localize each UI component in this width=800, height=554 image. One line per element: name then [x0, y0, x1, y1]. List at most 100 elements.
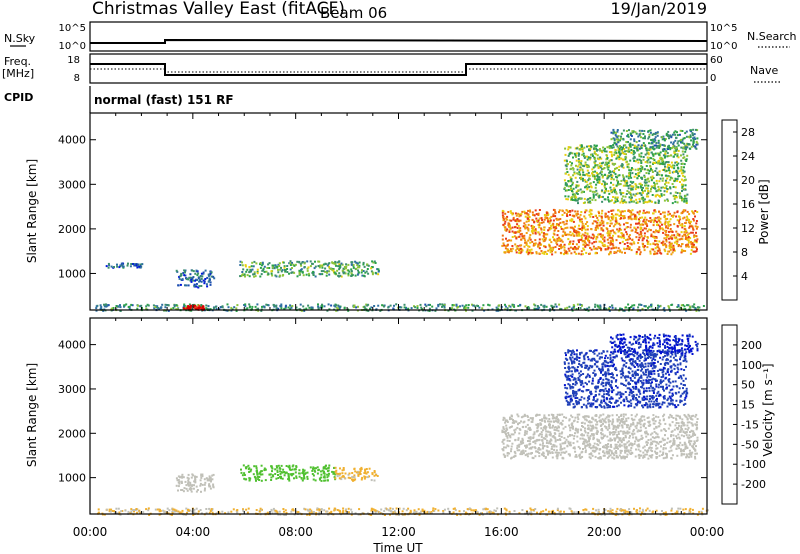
- range-cell: [556, 240, 559, 242]
- range-cell: [614, 223, 617, 226]
- range-cell: [351, 511, 353, 514]
- range-cell: [606, 232, 609, 235]
- range-cell: [642, 144, 645, 147]
- range-cell: [182, 490, 185, 493]
- range-cell: [621, 251, 623, 254]
- range-cell: [654, 136, 657, 139]
- range-cell: [639, 182, 642, 185]
- range-cell: [598, 176, 601, 179]
- range-cell: [347, 272, 350, 275]
- range-cell: [617, 141, 620, 144]
- range-cell: [370, 306, 373, 309]
- range-cell: [676, 134, 679, 137]
- power-colorbar-label: Power [dB]: [757, 179, 771, 244]
- range-cell: [680, 159, 683, 162]
- range-cell: [622, 509, 625, 512]
- range-cell: [631, 209, 634, 212]
- range-cell: [280, 476, 282, 479]
- range-cell: [577, 202, 579, 205]
- range-cell: [599, 233, 602, 236]
- range-cell: [614, 197, 617, 200]
- range-cell: [679, 218, 682, 221]
- range-cell: [625, 175, 628, 178]
- range-cell: [582, 152, 585, 155]
- range-cell: [239, 275, 242, 278]
- range-cell: [625, 180, 628, 182]
- range-cell: [576, 168, 579, 171]
- range-cell: [572, 168, 575, 171]
- range-cell: [549, 219, 552, 222]
- range-cell: [350, 508, 353, 511]
- range-cell: [540, 250, 543, 252]
- range-cell: [672, 246, 675, 249]
- range-cell: [615, 167, 618, 170]
- range-cell: [565, 159, 568, 162]
- range-cell: [517, 305, 520, 307]
- range-cell: [692, 219, 695, 222]
- range-cell: [665, 454, 668, 457]
- range-cell: [246, 511, 249, 514]
- range-cell: [592, 216, 595, 218]
- range-cell: [623, 247, 626, 250]
- range-cell: [338, 275, 340, 278]
- range-cell: [595, 171, 598, 174]
- range-cell: [278, 510, 281, 513]
- range-cell: [668, 306, 671, 309]
- range-cell: [586, 233, 589, 236]
- range-cell: [560, 225, 562, 228]
- range-cell: [629, 223, 632, 226]
- range-cell: [668, 308, 671, 311]
- range-cell: [194, 481, 197, 484]
- range-cell: [329, 511, 332, 514]
- range-cell: [652, 154, 655, 157]
- range-cell: [615, 246, 618, 249]
- range-cell: [523, 234, 526, 237]
- range-cell: [551, 426, 554, 429]
- range-cell: [549, 251, 552, 254]
- range-cell: [527, 419, 530, 422]
- range-cell: [576, 172, 579, 175]
- range-cell: [574, 194, 577, 197]
- range-cell: [658, 305, 661, 308]
- range-cell: [623, 511, 625, 514]
- range-cell: [645, 187, 648, 190]
- range-cell: [360, 466, 363, 469]
- range-cell: [663, 190, 666, 193]
- range-cell: [266, 511, 269, 514]
- range-cell: [638, 147, 641, 150]
- range-cell: [345, 508, 348, 511]
- range-cell: [636, 146, 639, 148]
- range-cell: [379, 309, 382, 312]
- range-cell: [583, 156, 586, 159]
- range-cell: [671, 234, 674, 237]
- range-cell: [455, 304, 458, 307]
- range-cell: [510, 212, 513, 214]
- range-cell: [270, 465, 273, 468]
- range-cell: [287, 475, 290, 478]
- range-cell: [505, 245, 507, 247]
- range-cell: [549, 452, 552, 455]
- range-cell: [619, 509, 622, 512]
- range-cell: [285, 512, 288, 514]
- range-cell: [673, 145, 676, 148]
- range-cell: [324, 267, 327, 270]
- range-cell: [612, 216, 615, 219]
- range-cell: [154, 508, 157, 511]
- range-cell: [524, 225, 527, 228]
- range-cell: [355, 267, 358, 270]
- range-cell: [391, 507, 394, 510]
- range-cell: [344, 509, 347, 512]
- range-cell: [555, 227, 558, 230]
- range-cell: [527, 307, 530, 310]
- range-cell: [636, 226, 639, 229]
- range-cell: [306, 508, 309, 511]
- range-cell: [691, 451, 694, 454]
- range-cell: [664, 430, 667, 432]
- range-cell: [589, 182, 592, 185]
- range-cell: [630, 167, 633, 169]
- range-cell: [600, 170, 603, 173]
- range-cell: [320, 476, 323, 479]
- range-cell: [575, 308, 578, 310]
- range-cell: [655, 190, 658, 193]
- range-cell: [125, 303, 128, 306]
